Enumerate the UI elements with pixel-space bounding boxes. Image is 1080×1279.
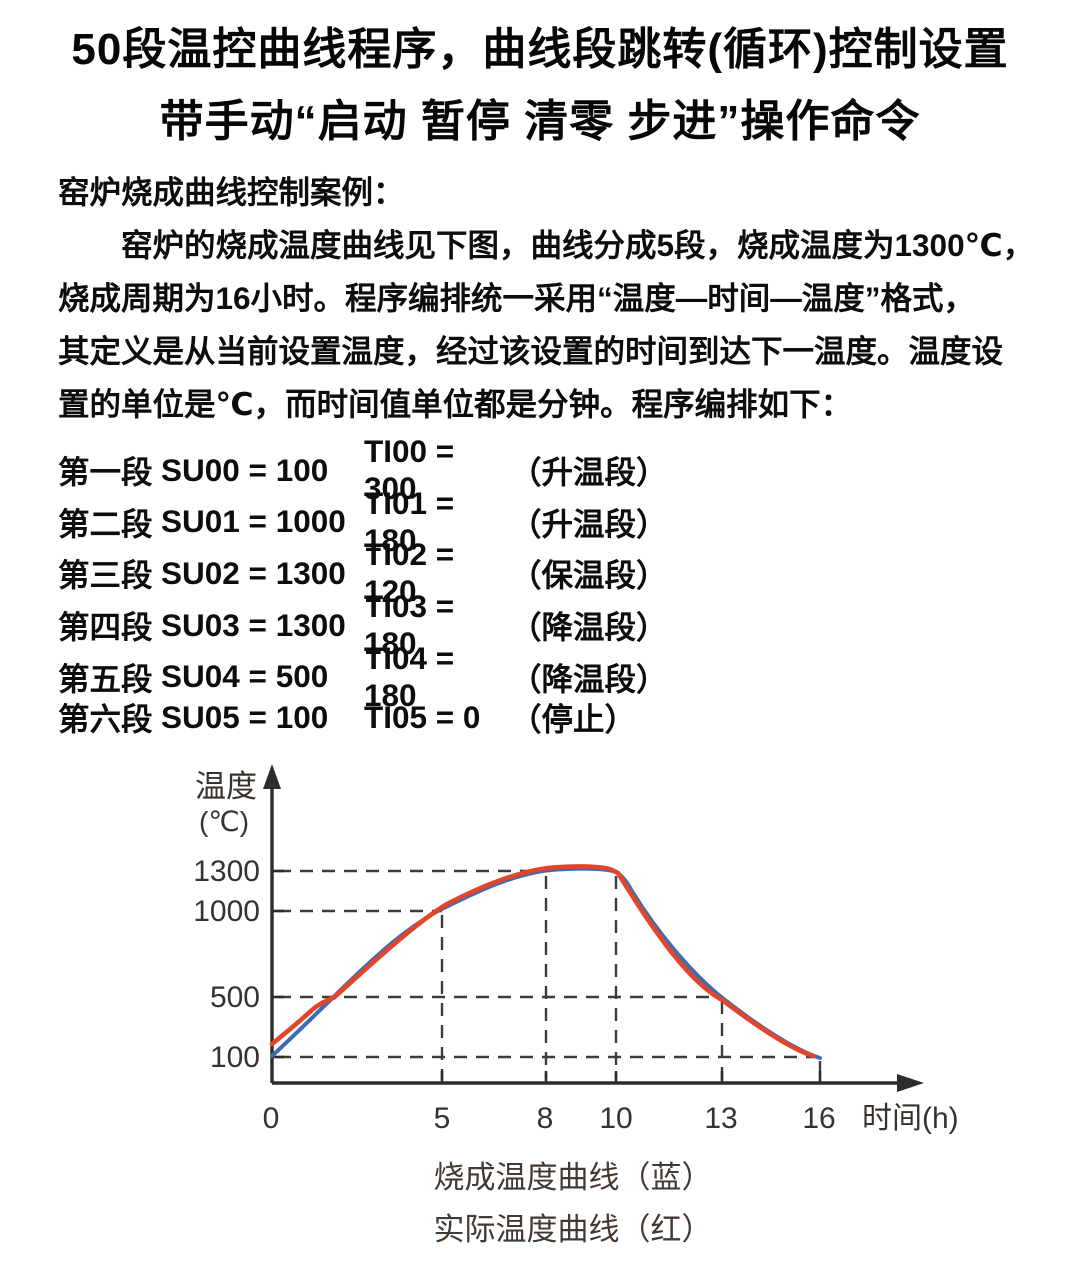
intro-line-5: 置的单位是℃，而时间值单位都是分钟。程序编排如下： xyxy=(58,386,853,422)
y-tick-100: 100 xyxy=(210,1041,260,1074)
dashed-guide-lines xyxy=(278,869,822,1079)
segment-row-1: 第一段 SU00 = 100 TI00 = 300 （升温段） xyxy=(58,433,1038,506)
intro-line-4: 其定义是从当前设置温度，经过该设置的时间到达下一温度。温度设 xyxy=(58,333,1004,369)
segment-label: 第五段 xyxy=(58,660,153,697)
document-title: 50段温控曲线程序，曲线段跳转(循环)控制设置 带手动“启动 暂停 清零 步进”… xyxy=(0,14,1080,158)
y-tick-1300: 1300 xyxy=(193,855,260,888)
segment-ti-value: TI01 = 180 xyxy=(364,484,455,558)
segment-program-list: 第一段 SU00 = 100 TI00 = 300 （升温段） 第二段 SU01… xyxy=(58,433,1038,743)
segment-ti-value: TI03 = 180 xyxy=(364,588,455,662)
tick-marks xyxy=(272,869,822,1083)
y-axis-arrow-icon xyxy=(263,764,281,789)
segment-row-6: 第六段 SU05 = 100 TI05 = 0 （停止） xyxy=(58,691,1038,743)
segment-note: （停止） xyxy=(510,701,637,738)
x-tick-13: 13 xyxy=(704,1102,737,1135)
legend-blue-label: 烧成温度曲线（蓝） xyxy=(433,1160,713,1195)
x-axis-title: 时间(h) xyxy=(862,1102,959,1135)
y-tick-1000: 1000 xyxy=(193,895,260,928)
chart-legend: 烧成温度曲线（蓝） 实际温度曲线（红） xyxy=(0,1152,1080,1256)
axes xyxy=(270,782,902,1085)
intro-heading: 窑炉烧成曲线控制案例： xyxy=(58,174,405,210)
segment-label: 第六段 xyxy=(58,701,153,738)
segment-su-value: SU04 = 500 xyxy=(161,658,329,695)
segment-label: 第四段 xyxy=(58,609,153,646)
actual-temperature-curve-red xyxy=(269,864,816,1059)
intro-line-2: 窑炉的烧成温度曲线见下图，曲线分成5段，烧成温度为1300℃， xyxy=(121,227,1035,263)
y-axis-title: 温度 xyxy=(195,769,257,804)
segment-ti-value: TI04 = 180 xyxy=(364,639,455,713)
segment-su-value: SU01 = 1000 xyxy=(161,503,346,540)
segment-ti-value: TI00 = 300 xyxy=(364,433,455,506)
x-tick-5: 5 xyxy=(434,1102,451,1135)
x-axis-arrow-icon xyxy=(897,1074,924,1092)
segment-row-2: 第二段 SU01 = 1000 TI01 = 180 （升温段） xyxy=(58,485,1038,558)
segment-row-5: 第五段 SU04 = 500 TI04 = 180 （降温段） xyxy=(58,640,1038,713)
segment-note: （升温段） xyxy=(510,454,668,490)
segment-note: （降温段） xyxy=(510,660,668,697)
segment-label: 第二段 xyxy=(58,505,153,542)
segment-note: （保温段） xyxy=(510,557,668,594)
segment-su-value: SU02 = 1300 xyxy=(161,554,346,591)
intro-line-3: 烧成周期为16小时。程序编排统一采用“温度—时间—温度”格式， xyxy=(58,280,976,316)
x-tick-16: 16 xyxy=(802,1102,835,1135)
title-line-2: 带手动“启动 暂停 清零 步进”操作命令 xyxy=(159,97,921,146)
firing-setpoint-curve-blue xyxy=(270,866,822,1060)
y-tick-500: 500 xyxy=(210,981,260,1014)
x-tick-0: 0 xyxy=(263,1102,280,1135)
segment-label: 第三段 xyxy=(58,557,153,594)
x-tick-8: 8 xyxy=(537,1102,554,1135)
intro-paragraph: 窑炉烧成曲线控制案例： 窑炉的烧成温度曲线见下图，曲线分成5段，烧成温度为130… xyxy=(58,166,1038,431)
chart-svg: 温度 (℃) 1300 1000 500 100 0 5 8 10 13 16 … xyxy=(193,764,959,1135)
segment-su-value: SU00 = 100 xyxy=(161,451,329,488)
temperature-curve-chart: 温度 (℃) 1300 1000 500 100 0 5 8 10 13 16 … xyxy=(0,750,1080,1140)
segment-note: （降温段） xyxy=(510,609,668,646)
segment-su-value: SU03 = 1300 xyxy=(161,606,346,643)
x-tick-10: 10 xyxy=(599,1102,632,1135)
segment-ti-value: TI05 = 0 xyxy=(364,698,481,735)
segment-su-value: SU05 = 100 xyxy=(161,698,329,735)
y-axis-unit: (℃) xyxy=(199,806,249,837)
title-line-1: 50段温控曲线程序，曲线段跳转(循环)控制设置 xyxy=(71,25,1009,74)
legend-red-label: 实际温度曲线（红） xyxy=(433,1212,713,1247)
segment-ti-value: TI02 = 120 xyxy=(364,536,455,610)
segment-row-4: 第四段 SU03 = 1300 TI03 = 180 （降温段） xyxy=(58,588,1038,661)
segment-note: （升温段） xyxy=(510,505,668,542)
segment-label: 第一段 xyxy=(58,454,153,490)
segment-row-3: 第三段 SU02 = 1300 TI02 = 120 （保温段） xyxy=(58,536,1038,609)
